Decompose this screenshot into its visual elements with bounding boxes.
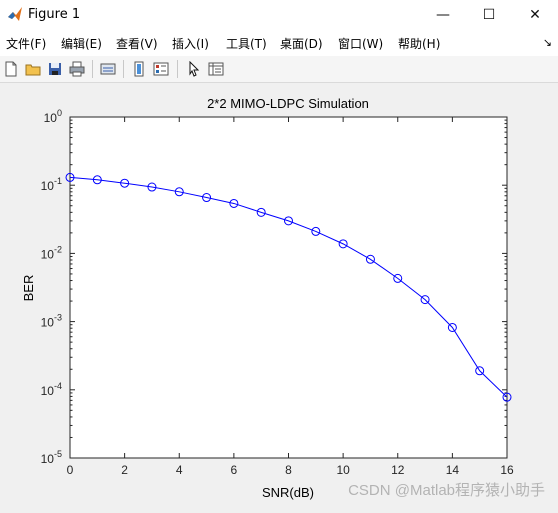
csdn-watermark: CSDN @Matlab程序猿小助手 bbox=[348, 482, 545, 499]
data-point-marker bbox=[202, 193, 212, 203]
open-file-icon[interactable] bbox=[23, 59, 43, 79]
figure-toolbar bbox=[0, 56, 558, 83]
data-point-marker bbox=[311, 226, 321, 236]
data-point-marker bbox=[65, 172, 75, 182]
data-markers bbox=[65, 172, 512, 402]
data-point-marker bbox=[393, 273, 403, 283]
menu-help[interactable]: 帮助(H) bbox=[398, 37, 441, 51]
series-line bbox=[69, 176, 508, 398]
y-tick-label: 10-3 bbox=[41, 313, 62, 330]
close-icon: ✕ bbox=[529, 7, 541, 23]
menu-file[interactable]: 文件(F) bbox=[6, 37, 47, 51]
axes-area[interactable] bbox=[69, 116, 508, 459]
toolbar-separator bbox=[123, 60, 124, 78]
edit-plot-pointer-icon[interactable] bbox=[184, 59, 204, 79]
menu-view[interactable]: 查看(V) bbox=[116, 37, 158, 51]
y-tick-label: 100 bbox=[44, 108, 62, 125]
menu-overflow-arrow-icon[interactable]: ↘ bbox=[542, 36, 552, 49]
x-tick-label: 0 bbox=[67, 463, 74, 477]
data-point-marker bbox=[120, 178, 130, 188]
y-axis-label: BER bbox=[21, 275, 36, 302]
data-point-marker bbox=[365, 254, 375, 264]
print-icon[interactable] bbox=[67, 59, 87, 79]
data-point-marker bbox=[420, 295, 430, 305]
maximize-icon: ☐ bbox=[482, 7, 496, 23]
y-tick-label: 10-4 bbox=[41, 381, 62, 398]
y-tick-label: 10-1 bbox=[41, 176, 62, 193]
data-point-marker bbox=[338, 239, 348, 249]
menu-desktop[interactable]: 桌面(D) bbox=[280, 37, 323, 51]
data-point-marker bbox=[229, 198, 239, 208]
data-point-marker bbox=[284, 216, 293, 226]
new-figure-icon[interactable] bbox=[1, 59, 21, 79]
y-tick-label: 10-2 bbox=[41, 244, 62, 261]
data-point-marker bbox=[447, 322, 457, 332]
data-point-marker bbox=[174, 187, 184, 197]
x-tick-label: 8 bbox=[285, 463, 292, 477]
figure-canvas: 100 10-1 10-2 10-3 10-4 10-5 0 2 4 6 8 10 12 14 16 2*… bbox=[0, 83, 558, 509]
menu-edit[interactable]: 编辑(E) bbox=[61, 37, 102, 51]
toolbar-separator bbox=[177, 60, 178, 78]
x-tick-label: 12 bbox=[391, 463, 405, 477]
title-bar: Figure 1 — ☐ ✕ bbox=[0, 0, 558, 30]
link-plot-icon[interactable] bbox=[98, 59, 118, 79]
data-point-marker bbox=[502, 392, 512, 402]
minimize-button[interactable]: — bbox=[420, 0, 466, 30]
menu-bar: 文件(F) 编辑(E) 查看(V) 插入(I) 工具(T) 桌面(D) 窗口(W… bbox=[0, 30, 558, 56]
menu-insert[interactable]: 插入(I) bbox=[172, 37, 209, 51]
y-axis-ticks: 100 10-1 10-2 10-3 10-4 10-5 bbox=[41, 108, 507, 466]
property-inspector-icon[interactable] bbox=[206, 59, 226, 79]
x-axis-label: SNR(dB) bbox=[262, 485, 314, 500]
data-point-marker bbox=[256, 207, 266, 217]
menu-tools[interactable]: 工具(T) bbox=[226, 37, 267, 51]
data-point-marker bbox=[147, 182, 157, 192]
minimize-icon: — bbox=[436, 7, 450, 23]
x-tick-label: 10 bbox=[336, 463, 350, 477]
data-point-marker bbox=[475, 366, 485, 376]
x-tick-label: 2 bbox=[121, 463, 128, 477]
menu-window[interactable]: 窗口(W) bbox=[338, 37, 384, 51]
x-tick-label: 6 bbox=[231, 463, 238, 477]
x-tick-label: 4 bbox=[176, 463, 183, 477]
y-tick-label: 10-5 bbox=[41, 449, 62, 466]
close-button[interactable]: ✕ bbox=[512, 0, 558, 30]
insert-colorbar-icon[interactable] bbox=[129, 59, 149, 79]
chart-title: 2*2 MIMO-LDPC Simulation bbox=[207, 96, 369, 111]
toolbar-separator bbox=[92, 60, 93, 78]
x-tick-label: 14 bbox=[446, 463, 460, 477]
x-axis-ticks: 0 2 4 6 8 10 12 14 16 bbox=[67, 117, 514, 477]
ber-plot[interactable]: 100 10-1 10-2 10-3 10-4 10-5 0 2 4 6 8 10 12 14 16 2*… bbox=[0, 83, 558, 509]
save-icon[interactable] bbox=[45, 59, 65, 79]
insert-legend-icon[interactable] bbox=[151, 59, 171, 79]
data-point-marker bbox=[92, 175, 102, 185]
window-title: Figure 1 bbox=[28, 7, 81, 22]
maximize-button[interactable]: ☐ bbox=[466, 0, 512, 30]
x-tick-label: 16 bbox=[500, 463, 514, 477]
matlab-logo-icon bbox=[8, 7, 22, 21]
